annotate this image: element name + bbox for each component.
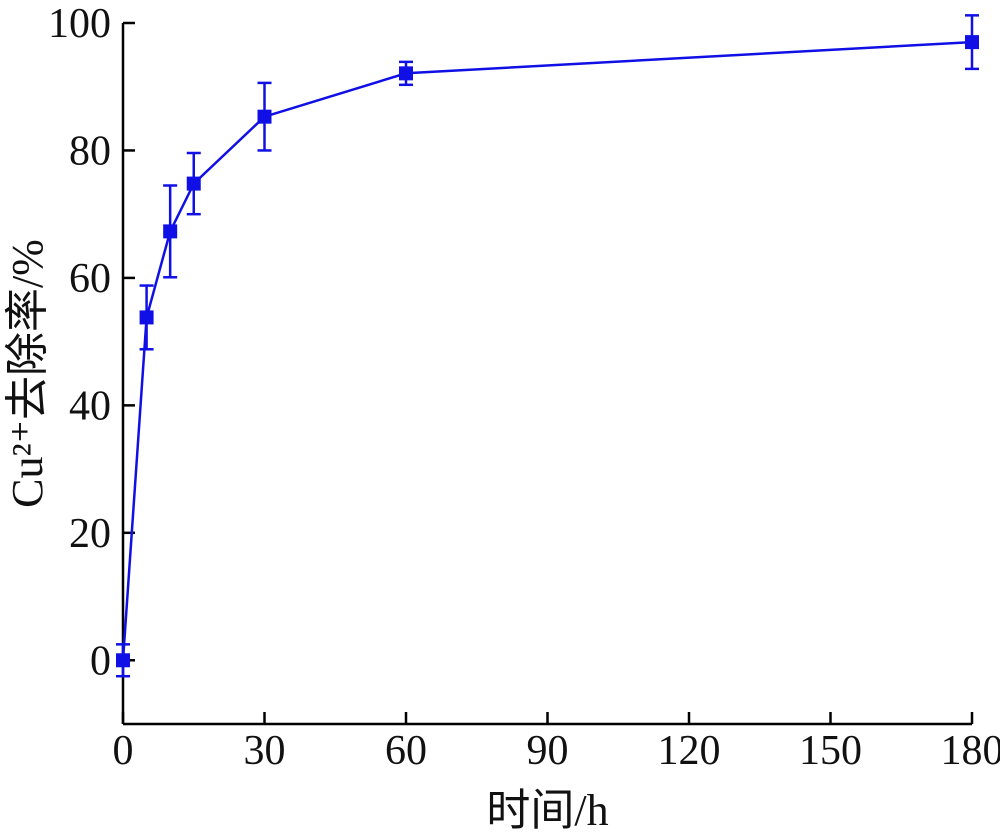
x-tick-label: 90 xyxy=(527,728,569,774)
x-tick-label: 30 xyxy=(244,728,286,774)
y-tick-label: 40 xyxy=(69,383,111,429)
series-line xyxy=(121,40,973,661)
x-tick-label: 60 xyxy=(385,728,427,774)
series-layer xyxy=(116,14,979,678)
y-tick-label: 100 xyxy=(48,1,111,47)
data-point xyxy=(163,224,178,239)
x-ticks: 0 30 60 90 120 150 180 xyxy=(113,712,1000,774)
x-tick-label: 150 xyxy=(799,728,862,774)
y-tick-label: 60 xyxy=(69,256,111,302)
y-tick-label: 0 xyxy=(90,638,111,684)
y-axis-title: Cu²⁺去除率/% xyxy=(3,239,52,508)
data-point xyxy=(399,66,413,81)
x-tick-label: 120 xyxy=(658,728,721,774)
y-tick-label: 80 xyxy=(69,128,111,174)
data-point xyxy=(186,176,201,191)
data-point xyxy=(965,35,979,50)
axes xyxy=(121,23,972,726)
y-tick-label: 20 xyxy=(69,511,111,557)
data-point xyxy=(139,310,154,325)
data-point xyxy=(257,109,272,124)
x-tick-label: 180 xyxy=(941,728,1000,774)
data-point xyxy=(116,653,130,668)
y-ticks: 0 20 40 60 80 100 xyxy=(48,1,135,684)
x-tick-label: 0 xyxy=(113,728,134,774)
x-axis-title: 时间/h xyxy=(486,786,608,833)
